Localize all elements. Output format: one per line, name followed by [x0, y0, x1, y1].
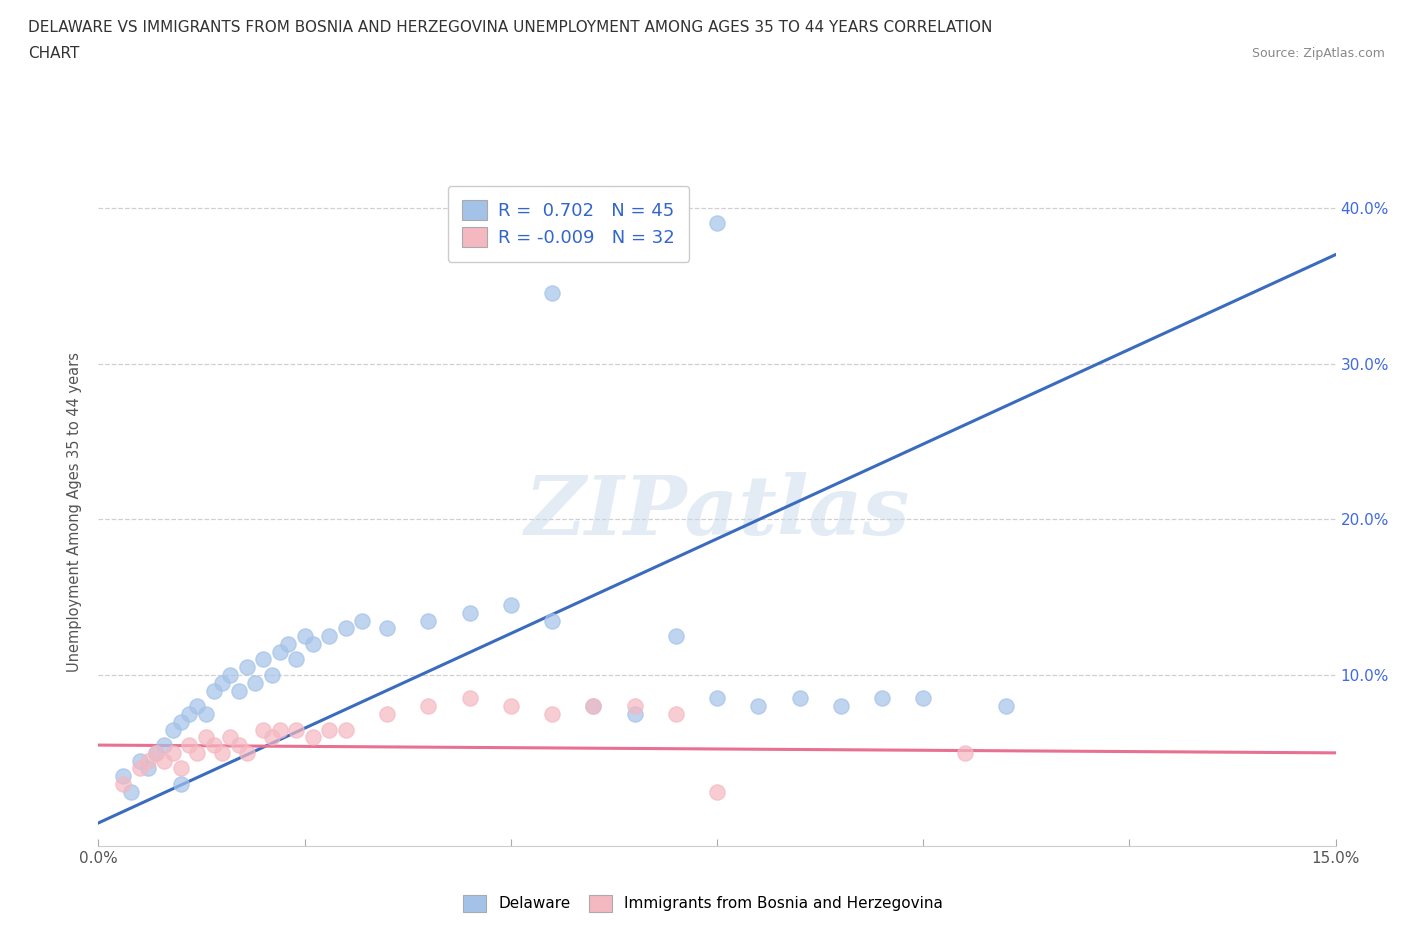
Point — [870, 691, 893, 706]
Point — [260, 668, 283, 683]
Point — [458, 605, 481, 620]
Point — [541, 286, 564, 301]
Point — [375, 621, 398, 636]
Point — [623, 707, 645, 722]
Point — [418, 698, 440, 713]
Point — [302, 730, 325, 745]
Point — [623, 698, 645, 713]
Point — [179, 707, 201, 722]
Point — [228, 737, 250, 752]
Point — [236, 746, 259, 761]
Point — [120, 784, 142, 799]
Point — [136, 753, 159, 768]
Point — [912, 691, 935, 706]
Point — [665, 629, 688, 644]
Point — [186, 698, 208, 713]
Point — [153, 737, 176, 752]
Point — [335, 722, 357, 737]
Point — [145, 746, 167, 761]
Point — [211, 675, 233, 690]
Point — [128, 753, 150, 768]
Point — [285, 722, 308, 737]
Point — [219, 668, 242, 683]
Point — [252, 652, 274, 667]
Point — [112, 777, 135, 791]
Point — [211, 746, 233, 761]
Point — [294, 629, 316, 644]
Point — [582, 698, 605, 713]
Point — [499, 597, 522, 612]
Point — [541, 707, 564, 722]
Point — [194, 707, 217, 722]
Point — [318, 722, 340, 737]
Point — [260, 730, 283, 745]
Point — [162, 746, 184, 761]
Point — [269, 644, 291, 659]
Point — [194, 730, 217, 745]
Point — [953, 746, 976, 761]
Legend: Delaware, Immigrants from Bosnia and Herzegovina: Delaware, Immigrants from Bosnia and Her… — [457, 889, 949, 918]
Point — [228, 684, 250, 698]
Point — [153, 753, 176, 768]
Point — [219, 730, 242, 745]
Point — [252, 722, 274, 737]
Point — [202, 684, 225, 698]
Text: ZIPatlas: ZIPatlas — [524, 472, 910, 551]
Point — [318, 629, 340, 644]
Point — [706, 691, 728, 706]
Point — [706, 216, 728, 231]
Point — [418, 613, 440, 628]
Point — [335, 621, 357, 636]
Point — [136, 761, 159, 776]
Point — [582, 698, 605, 713]
Point — [236, 659, 259, 674]
Point — [162, 722, 184, 737]
Y-axis label: Unemployment Among Ages 35 to 44 years: Unemployment Among Ages 35 to 44 years — [67, 352, 83, 671]
Text: CHART: CHART — [28, 46, 80, 61]
Point — [375, 707, 398, 722]
Point — [170, 714, 193, 729]
Point — [830, 698, 852, 713]
Point — [202, 737, 225, 752]
Point — [352, 613, 374, 628]
Point — [243, 675, 266, 690]
Point — [458, 691, 481, 706]
Point — [994, 698, 1017, 713]
Point — [499, 698, 522, 713]
Point — [170, 777, 193, 791]
Text: DELAWARE VS IMMIGRANTS FROM BOSNIA AND HERZEGOVINA UNEMPLOYMENT AMONG AGES 35 TO: DELAWARE VS IMMIGRANTS FROM BOSNIA AND H… — [28, 20, 993, 35]
Point — [269, 722, 291, 737]
Point — [302, 636, 325, 651]
Point — [285, 652, 308, 667]
Point — [747, 698, 769, 713]
Legend: R =  0.702   N = 45, R = -0.009   N = 32: R = 0.702 N = 45, R = -0.009 N = 32 — [447, 186, 689, 261]
Point — [541, 613, 564, 628]
Point — [789, 691, 811, 706]
Point — [277, 636, 299, 651]
Point — [112, 769, 135, 784]
Point — [179, 737, 201, 752]
Point — [186, 746, 208, 761]
Point — [145, 746, 167, 761]
Point — [665, 707, 688, 722]
Point — [128, 761, 150, 776]
Point — [170, 761, 193, 776]
Point — [706, 784, 728, 799]
Text: Source: ZipAtlas.com: Source: ZipAtlas.com — [1251, 46, 1385, 60]
